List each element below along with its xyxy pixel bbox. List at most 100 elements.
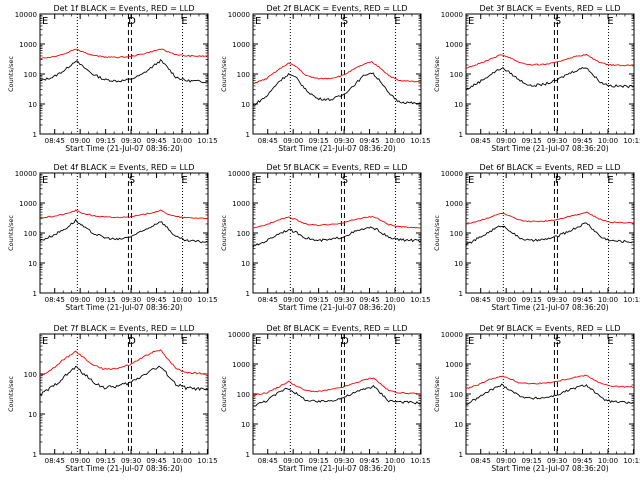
state-marker-letter: E (468, 175, 474, 186)
x-tick-label: 10:00 (172, 457, 192, 465)
x-tick-label: 09:30 (121, 137, 141, 145)
x-tick-label: 10:15 (410, 137, 430, 145)
x-tick-label: 08:45 (471, 296, 491, 304)
x-tick-label: 09:00 (283, 296, 303, 304)
detector-panel-6: Det 6f BLACK = Events, RED = LLD 1 10 100 10… (433, 163, 640, 312)
y-tick-label: 1000 (232, 200, 250, 208)
x-tick-label: 09:00 (283, 457, 303, 465)
x-tick-label: 09:45 (146, 457, 166, 465)
state-marker-letter: E (607, 175, 613, 186)
x-tick-label: 08:45 (45, 137, 65, 145)
x-tick-label: 09:45 (572, 137, 592, 145)
x-tick-label: 10:00 (385, 137, 405, 145)
x-tick-label: 09:15 (309, 296, 329, 304)
x-tick-label: 08:45 (45, 296, 65, 304)
state-marker-letter: P (555, 175, 561, 186)
x-tick-label: 10:15 (623, 457, 640, 465)
x-tick-label: 09:30 (547, 296, 567, 304)
y-tick-label: 10000 (441, 170, 463, 178)
y-axis-label: Counts/sec (433, 215, 441, 251)
x-tick-label: 09:45 (359, 457, 379, 465)
series-events-line (252, 384, 422, 407)
detector-panel-7: Det 7f BLACK = Events, RED = LLD 1 10 100 08… (7, 324, 218, 473)
state-marker-letter: E (607, 16, 613, 27)
x-axis-label: Start Time (21-Jul-07 08:36:20) (491, 144, 608, 153)
x-tick-label: 10:00 (172, 137, 192, 145)
y-tick-label: 10000 (441, 331, 463, 339)
x-tick-label: 10:00 (598, 137, 618, 145)
state-marker-letter: D (341, 336, 349, 347)
x-axis-label: Start Time (21-Jul-07 08:36:20) (65, 144, 182, 153)
y-tick-label: 10 (28, 101, 37, 109)
x-tick-label: 09:30 (334, 296, 354, 304)
x-tick-label: 09:45 (359, 296, 379, 304)
x-tick-label: 09:30 (334, 457, 354, 465)
series-events-line (465, 222, 635, 247)
y-tick-label: 1000 (445, 361, 463, 369)
y-tick-label: 10 (454, 421, 463, 429)
y-tick-label: 10000 (15, 11, 37, 19)
series-lld-line (465, 211, 635, 225)
y-tick-label: 1 (459, 451, 463, 459)
x-tick-label: 08:45 (471, 457, 491, 465)
y-tick-label: 1 (459, 290, 463, 298)
y-tick-label: 1 (246, 451, 250, 459)
state-marker-letter: E (181, 175, 187, 186)
x-axis-label: Start Time (21-Jul-07 08:36:20) (278, 144, 395, 153)
y-tick-label: 1 (33, 131, 37, 139)
y-tick-label: 1000 (445, 200, 463, 208)
x-tick-label: 09:15 (522, 137, 542, 145)
x-tick-label: 10:15 (410, 296, 430, 304)
panel-title: Det 6f BLACK = Events, RED = LLD (479, 163, 620, 172)
x-tick-label: 09:00 (496, 296, 516, 304)
series-lld-line (40, 48, 209, 60)
y-tick-label: 1000 (19, 41, 37, 49)
panel-title: Det 9f BLACK = Events, RED = LLD (479, 324, 620, 333)
y-tick-label: 10000 (441, 11, 463, 19)
x-axis-label: Start Time (21-Jul-07 08:36:20) (65, 464, 182, 473)
state-marker-letter: E (255, 16, 261, 27)
x-tick-label: 09:15 (96, 137, 116, 145)
x-tick-label: 09:30 (334, 137, 354, 145)
series-lld-line (252, 377, 422, 396)
x-tick-label: 08:45 (258, 296, 278, 304)
y-tick-label: 100 (237, 71, 250, 79)
y-tick-label: 100 (237, 391, 250, 399)
y-tick-label: 1 (33, 451, 37, 459)
x-tick-label: 09:00 (70, 457, 90, 465)
panel-title: Det 8f BLACK = Events, RED = LLD (266, 324, 407, 333)
x-tick-label: 09:15 (309, 137, 329, 145)
y-tick-label: 100 (450, 71, 463, 79)
y-tick-label: 10 (28, 260, 37, 268)
panel-title: Det 5f BLACK = Events, RED = LLD (266, 163, 407, 172)
y-tick-label: 1000 (445, 41, 463, 49)
x-tick-label: 10:15 (197, 457, 217, 465)
y-tick-label: 1000 (232, 41, 250, 49)
x-tick-label: 10:15 (410, 457, 430, 465)
y-axis-label: Counts/sec (7, 56, 15, 92)
state-marker-letter: E (468, 336, 474, 347)
y-tick-label: 1 (246, 290, 250, 298)
x-tick-label: 09:45 (146, 137, 166, 145)
x-tick-label: 08:45 (45, 457, 65, 465)
panel-title: Det 7f BLACK = Events, RED = LLD (53, 324, 194, 333)
series-lld-line (465, 374, 635, 390)
x-tick-label: 10:00 (385, 457, 405, 465)
x-tick-label: 09:15 (96, 457, 116, 465)
state-marker-letter: E (607, 336, 613, 347)
state-marker-letter: E (394, 336, 400, 347)
panel-title: Det 1f BLACK = Events, RED = LLD (53, 4, 194, 13)
y-tick-label: 10 (454, 101, 463, 109)
x-tick-label: 09:00 (70, 296, 90, 304)
y-tick-label: 10 (241, 101, 250, 109)
state-marker-letter: S (342, 16, 348, 27)
y-axis-label: Counts/sec (220, 215, 228, 251)
x-axis-label: Start Time (21-Jul-07 08:36:20) (65, 303, 182, 312)
x-tick-label: 09:00 (496, 457, 516, 465)
series-events-line (39, 218, 209, 244)
x-tick-label: 08:45 (471, 137, 491, 145)
series-lld-line (252, 60, 422, 85)
y-tick-label: 1 (246, 131, 250, 139)
x-tick-label: 10:15 (197, 137, 217, 145)
